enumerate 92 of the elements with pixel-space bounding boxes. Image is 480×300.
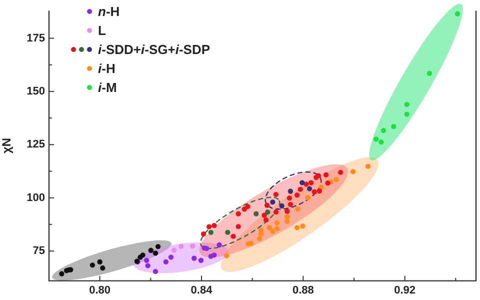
x-tick-label: 0.80 <box>89 284 111 296</box>
legend-label: i-M <box>98 80 117 95</box>
point <box>198 258 204 263</box>
point <box>284 218 290 224</box>
point <box>404 102 410 108</box>
point <box>350 169 356 174</box>
point <box>144 258 150 263</box>
point <box>171 248 177 253</box>
point <box>391 124 396 130</box>
x-tick-label: 0.84 <box>190 284 214 296</box>
y-tick-label: 150 <box>26 85 45 98</box>
point <box>316 188 322 194</box>
point <box>206 224 212 230</box>
point <box>152 250 158 256</box>
point <box>298 186 303 192</box>
point <box>178 244 184 249</box>
point <box>338 170 344 175</box>
point <box>168 254 174 260</box>
point <box>155 244 161 250</box>
point <box>264 202 270 208</box>
point <box>273 192 279 198</box>
y-axis-title: χN <box>0 138 14 154</box>
point <box>208 230 214 235</box>
point <box>212 222 217 228</box>
point <box>266 225 272 230</box>
point <box>316 173 322 178</box>
x-tick-label: 0.88 <box>292 284 314 296</box>
point <box>264 209 270 215</box>
point <box>270 228 276 234</box>
point <box>254 211 259 216</box>
point <box>312 189 317 194</box>
point <box>230 234 236 239</box>
point <box>300 180 305 186</box>
x-tick-label: 0.92 <box>394 284 416 296</box>
point <box>284 214 290 220</box>
y-tick-label: 100 <box>26 192 45 204</box>
point <box>145 263 150 268</box>
point <box>454 11 460 16</box>
point <box>212 252 217 258</box>
point <box>284 208 290 214</box>
legend-label: i-SDD+i-SG+i-SDP <box>98 42 210 57</box>
point <box>152 268 158 274</box>
point <box>140 252 146 258</box>
point <box>305 195 310 200</box>
legend-label: i-H <box>98 61 116 76</box>
point <box>286 195 292 201</box>
point <box>225 230 230 235</box>
legend-label: n-H <box>98 4 120 19</box>
point <box>378 139 384 145</box>
point <box>288 188 294 194</box>
point <box>325 180 330 186</box>
legend-label: L <box>98 23 106 38</box>
point <box>256 236 262 242</box>
point <box>274 220 280 226</box>
point <box>263 217 269 223</box>
point <box>236 224 241 230</box>
point <box>273 209 279 215</box>
point <box>90 262 96 268</box>
point <box>380 128 386 134</box>
point <box>295 206 300 212</box>
y-tick-label: 75 <box>32 245 45 258</box>
point <box>365 164 371 169</box>
point <box>245 204 250 210</box>
point <box>374 136 379 142</box>
point <box>426 70 432 76</box>
point <box>270 199 276 205</box>
point <box>190 244 196 249</box>
point <box>200 231 206 237</box>
point <box>236 211 241 216</box>
point <box>323 172 329 178</box>
point <box>274 226 280 232</box>
point <box>334 176 339 182</box>
point <box>224 253 230 258</box>
point <box>304 182 309 187</box>
point <box>216 242 222 248</box>
y-tick-label: 175 <box>26 32 45 44</box>
point <box>294 225 300 230</box>
point <box>308 180 314 186</box>
point <box>163 259 169 264</box>
y-tick-label: 125 <box>26 138 45 151</box>
point <box>148 248 154 253</box>
point <box>59 271 64 276</box>
point <box>100 265 106 271</box>
point <box>294 192 300 198</box>
point <box>288 202 294 208</box>
point <box>306 186 312 192</box>
point <box>262 212 267 218</box>
point <box>279 203 284 209</box>
point <box>404 112 410 117</box>
point <box>97 259 102 264</box>
point <box>300 224 306 229</box>
point <box>192 256 197 261</box>
